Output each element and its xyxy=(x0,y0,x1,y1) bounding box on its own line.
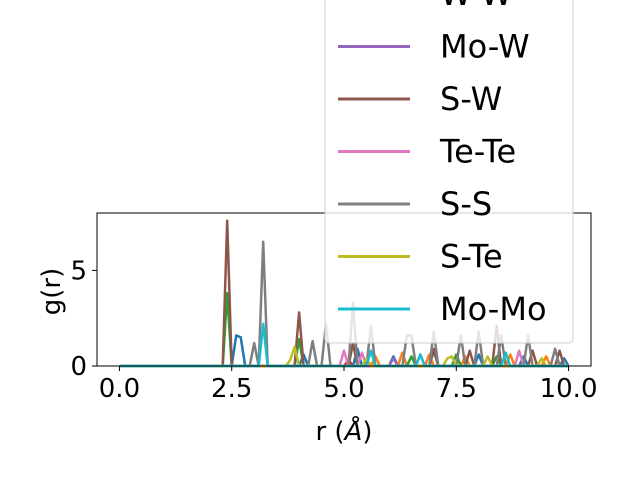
x-axis-label: r (Å) xyxy=(315,415,372,447)
y-tick-label: 5 xyxy=(70,256,87,286)
legend-item: S-W xyxy=(338,80,502,118)
legend-label: S-Te xyxy=(440,238,503,276)
legend: W-W Mo-W S-W Te-Te S-S S-Te Mo-Mo xyxy=(324,0,574,344)
x-tick-label: 7.5 xyxy=(436,374,477,404)
y-axis: 05 xyxy=(70,256,97,382)
legend-label: Mo-Mo xyxy=(440,290,547,328)
y-axis-label: g(r) xyxy=(37,268,67,315)
legend-label: Te-Te xyxy=(439,133,516,171)
x-axis: 0.0 2.5 5.0 7.5 10.0 xyxy=(99,366,598,404)
x-tick-label: 5.0 xyxy=(323,374,364,404)
legend-item: S-Te xyxy=(338,238,503,276)
legend-label: S-S xyxy=(440,185,492,223)
y-tick-label: 0 xyxy=(70,352,87,382)
legend-item: Mo-Mo xyxy=(338,290,547,328)
legend-label: W-W xyxy=(440,0,512,13)
legend-items: W-W Mo-W S-W Te-Te S-S S-Te Mo-Mo xyxy=(338,0,547,328)
legend-label: S-W xyxy=(440,80,502,118)
legend-item: S-S xyxy=(338,185,492,223)
legend-label: Mo-W xyxy=(440,28,530,66)
x-tick-label: 2.5 xyxy=(211,374,252,404)
legend-item: Mo-W xyxy=(338,28,530,66)
x-tick-label: 10.0 xyxy=(540,374,598,404)
legend-item: W-W xyxy=(440,0,512,13)
x-tick-label: 0.0 xyxy=(99,374,140,404)
legend-item: Te-Te xyxy=(338,133,516,171)
